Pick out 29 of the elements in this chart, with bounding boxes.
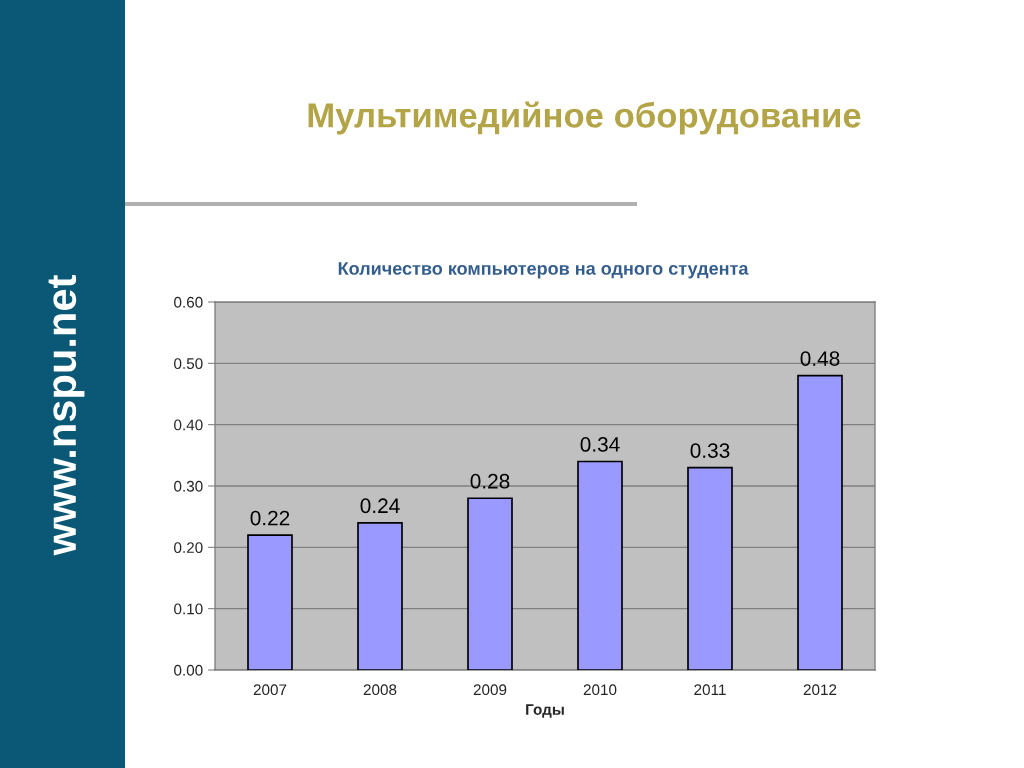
data-label: 0.28: [470, 473, 510, 489]
x-axis-title: Годы: [526, 704, 564, 718]
x-tick-label: 2008: [363, 684, 397, 696]
y-tick-label: 0.00: [174, 664, 203, 676]
data-label: 0.48: [800, 351, 840, 366]
bar: [797, 374, 843, 670]
x-tick-label: 2009: [473, 684, 507, 696]
y-tick-label: 0.20: [174, 542, 203, 554]
y-tick-label: 0.30: [174, 480, 203, 492]
bar: [687, 466, 733, 670]
y-tick-label: 0.50: [174, 358, 203, 370]
x-tick-label: 2011: [694, 684, 726, 696]
chart-subtitle: Количество компьютеров на одного студента: [338, 262, 749, 279]
x-tick-label: 2007: [253, 684, 287, 696]
x-tick-label: 2012: [803, 684, 837, 696]
bar: [577, 460, 623, 670]
data-label: 0.34: [580, 437, 620, 452]
y-tick-label: 0.60: [174, 296, 203, 308]
bar: [357, 521, 403, 670]
data-label: 0.33: [690, 443, 730, 458]
data-label: 0.24: [360, 498, 400, 514]
y-tick-label: 0.40: [174, 419, 203, 431]
text: www.nspu.net: [48, 275, 85, 556]
bar: [247, 534, 293, 670]
chart-title: Мультимедийное оборудование: [308, 101, 861, 135]
data-label: 0.22: [250, 510, 290, 526]
x-tick-label: 2010: [583, 684, 617, 696]
y-tick-label: 0.10: [174, 603, 203, 615]
bar: [467, 497, 513, 670]
